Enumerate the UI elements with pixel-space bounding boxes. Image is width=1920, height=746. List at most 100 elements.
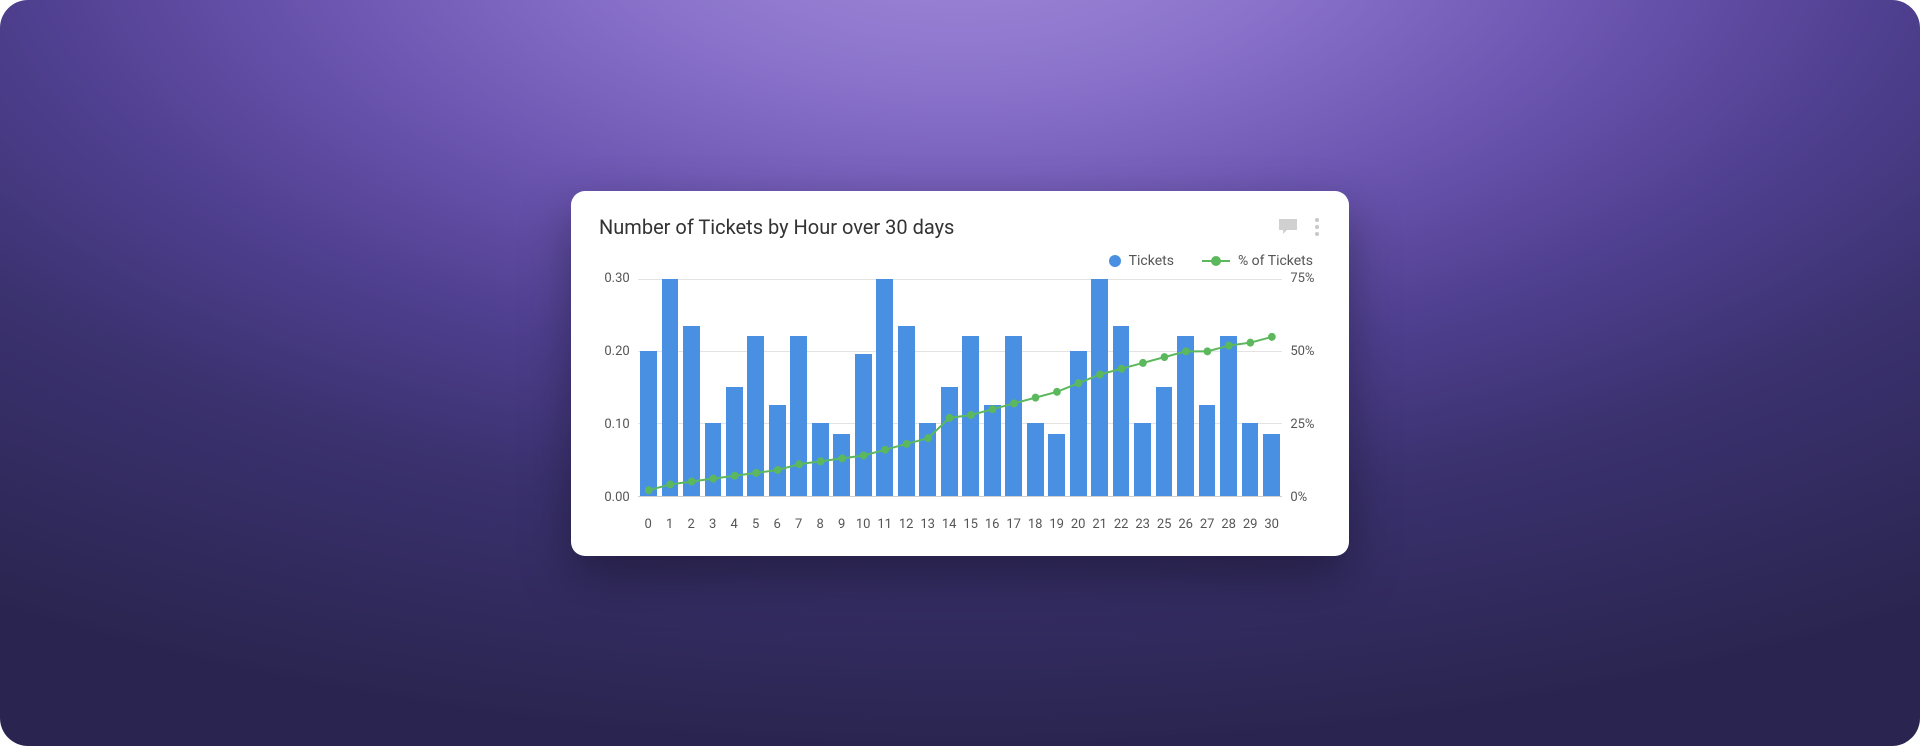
x-tick: 6	[766, 517, 788, 532]
bar[interactable]	[1113, 326, 1130, 496]
bar-slot	[1046, 279, 1067, 496]
bar[interactable]	[984, 405, 1001, 495]
x-tick: 16	[981, 517, 1003, 532]
x-tick: 30	[1261, 517, 1283, 532]
x-tick: 8	[809, 517, 831, 532]
bar-slot	[767, 279, 788, 496]
x-axis-row: 0123456789101112131415161718192021222325…	[599, 511, 1321, 532]
bar[interactable]	[662, 279, 679, 496]
bar-slot	[831, 279, 852, 496]
bar[interactable]	[919, 423, 936, 495]
y-left-tick: 0.00	[599, 491, 630, 504]
x-tick: 2	[680, 517, 702, 532]
x-tick: 21	[1089, 517, 1111, 532]
x-tick: 27	[1196, 517, 1218, 532]
bar-slot	[788, 279, 809, 496]
bar[interactable]	[1005, 336, 1022, 495]
plot-area	[638, 279, 1283, 497]
bar[interactable]	[1199, 405, 1216, 495]
x-tick: 19	[1046, 517, 1068, 532]
legend-item-pct[interactable]: % of Tickets	[1202, 253, 1313, 269]
card-header: Number of Tickets by Hour over 30 days	[599, 215, 1321, 239]
card-title: Number of Tickets by Hour over 30 days	[599, 215, 954, 239]
bar[interactable]	[812, 423, 829, 495]
x-tick: 7	[788, 517, 810, 532]
y-axis-left: 0.30 0.20 0.10 0.00	[599, 272, 638, 504]
legend-label-tickets: Tickets	[1129, 253, 1174, 269]
x-tick: 5	[745, 517, 767, 532]
bar[interactable]	[705, 423, 722, 495]
bar[interactable]	[1220, 336, 1237, 495]
bar[interactable]	[855, 354, 872, 495]
bar[interactable]	[962, 336, 979, 495]
bar[interactable]	[898, 326, 915, 496]
bar[interactable]	[833, 434, 850, 495]
x-tick: 9	[831, 517, 853, 532]
card-actions	[1277, 216, 1321, 238]
x-tick: 23	[1132, 517, 1154, 532]
bar[interactable]	[790, 336, 807, 495]
more-menu-icon[interactable]	[1313, 216, 1321, 238]
comment-icon[interactable]	[1277, 217, 1299, 237]
y-left-tick: 0.10	[599, 418, 630, 431]
bar[interactable]	[1091, 279, 1108, 496]
x-tick: 11	[874, 517, 896, 532]
bar-slot	[1261, 279, 1282, 496]
bar[interactable]	[769, 405, 786, 495]
bar[interactable]	[941, 387, 958, 496]
bar[interactable]	[1177, 336, 1194, 495]
bar[interactable]	[1027, 423, 1044, 495]
legend-dot-tickets-icon	[1109, 255, 1121, 267]
bar[interactable]	[726, 387, 743, 496]
bar-slot	[1239, 279, 1260, 496]
bar-slot	[981, 279, 1002, 496]
bar[interactable]	[1263, 434, 1280, 495]
bar-slot	[917, 279, 938, 496]
x-axis: 0123456789101112131415161718192021222325…	[637, 517, 1282, 532]
x-tick: 3	[702, 517, 724, 532]
y-right-tick: 0%	[1290, 491, 1321, 504]
backdrop: Number of Tickets by Hour over 30 days T…	[0, 0, 1920, 746]
x-tick: 0	[637, 517, 659, 532]
bar-slot	[638, 279, 659, 496]
bar[interactable]	[683, 326, 700, 496]
bar[interactable]	[640, 351, 657, 496]
legend-label-pct: % of Tickets	[1238, 253, 1313, 269]
x-tick: 26	[1175, 517, 1197, 532]
bar[interactable]	[1156, 387, 1173, 496]
bar[interactable]	[1242, 423, 1259, 495]
bar-slot	[874, 279, 895, 496]
bar[interactable]	[876, 279, 893, 496]
y-left-tick: 0.20	[599, 345, 630, 358]
bar-slot	[1132, 279, 1153, 496]
bar[interactable]	[747, 336, 764, 495]
bar-slot	[853, 279, 874, 496]
bar-slot	[1024, 279, 1045, 496]
bar-slot	[938, 279, 959, 496]
bar-slot	[1067, 279, 1088, 496]
x-tick: 20	[1067, 517, 1089, 532]
y-axis-right: 75%50%25%0%	[1282, 272, 1321, 504]
x-tick: 10	[852, 517, 874, 532]
bar[interactable]	[1070, 351, 1087, 496]
bar-slot	[1175, 279, 1196, 496]
x-tick: 28	[1218, 517, 1240, 532]
bar-slot	[960, 279, 981, 496]
bar-slot	[659, 279, 680, 496]
bar-slot	[1153, 279, 1174, 496]
bar-slot	[810, 279, 831, 496]
bar[interactable]	[1048, 434, 1065, 495]
bar-slot	[702, 279, 723, 496]
bar-series	[638, 279, 1283, 496]
legend-line-pct-icon	[1202, 255, 1230, 267]
bar[interactable]	[1134, 423, 1151, 495]
bar-slot	[745, 279, 766, 496]
bar-slot	[1196, 279, 1217, 496]
legend-item-tickets[interactable]: Tickets	[1109, 253, 1174, 269]
y-left-tick: 0.30	[599, 272, 630, 285]
x-tick: 22	[1110, 517, 1132, 532]
bar-slot	[1003, 279, 1024, 496]
x-tick: 17	[1003, 517, 1025, 532]
y-right-tick: 25%	[1290, 418, 1321, 431]
bar-slot	[681, 279, 702, 496]
